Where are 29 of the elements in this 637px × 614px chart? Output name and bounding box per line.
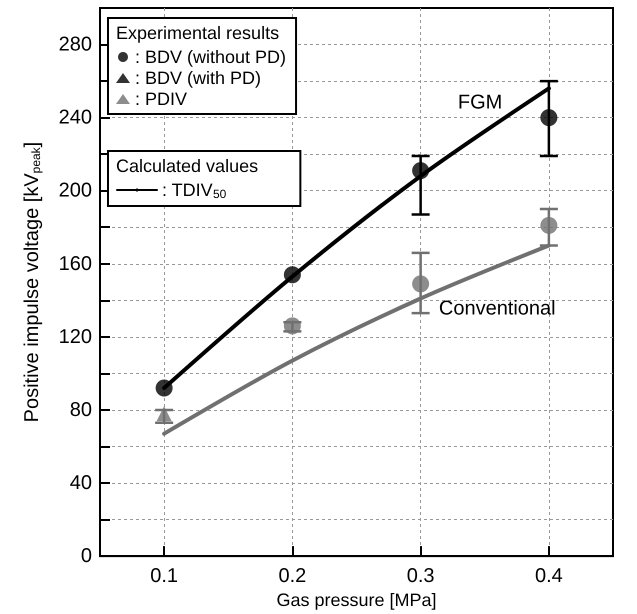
x-tick-label: 0.4 bbox=[534, 565, 563, 588]
point bbox=[156, 406, 172, 422]
y-tick-label: 0 bbox=[80, 545, 92, 568]
point bbox=[284, 317, 301, 334]
y-tick-label: 160 bbox=[58, 252, 92, 275]
legend-title: Experimental results bbox=[116, 23, 280, 43]
y-tick-label: 280 bbox=[58, 34, 92, 56]
x-tick-label: 0.2 bbox=[278, 565, 306, 588]
y-axis-title: Positive impulse voltage [kVpeak] bbox=[21, 142, 43, 422]
annotation: FGM bbox=[458, 91, 502, 114]
legend-label: : BDV (without PD) bbox=[135, 47, 286, 67]
x-axis-title: Gas pressure [MPa] bbox=[276, 590, 437, 610]
legend-label: : BDV (with PD) bbox=[135, 68, 262, 88]
x-tick-label: 0.3 bbox=[406, 565, 435, 588]
y-tick-label: 200 bbox=[58, 180, 92, 202]
legend-label: : PDIV bbox=[135, 89, 188, 109]
point bbox=[284, 266, 301, 284]
point bbox=[412, 162, 430, 180]
point bbox=[412, 275, 430, 292]
y-tick-label: 40 bbox=[70, 472, 92, 494]
x-tick-label: 0.1 bbox=[150, 565, 178, 588]
point bbox=[156, 380, 173, 397]
point bbox=[540, 216, 558, 234]
y-tick-label: 240 bbox=[58, 106, 92, 129]
y-tick-label: 120 bbox=[58, 326, 92, 348]
annotation: Calculated values bbox=[116, 156, 258, 176]
annotation: Conventional bbox=[438, 298, 556, 320]
point bbox=[540, 109, 558, 126]
y-tick-label: 80 bbox=[70, 398, 92, 421]
